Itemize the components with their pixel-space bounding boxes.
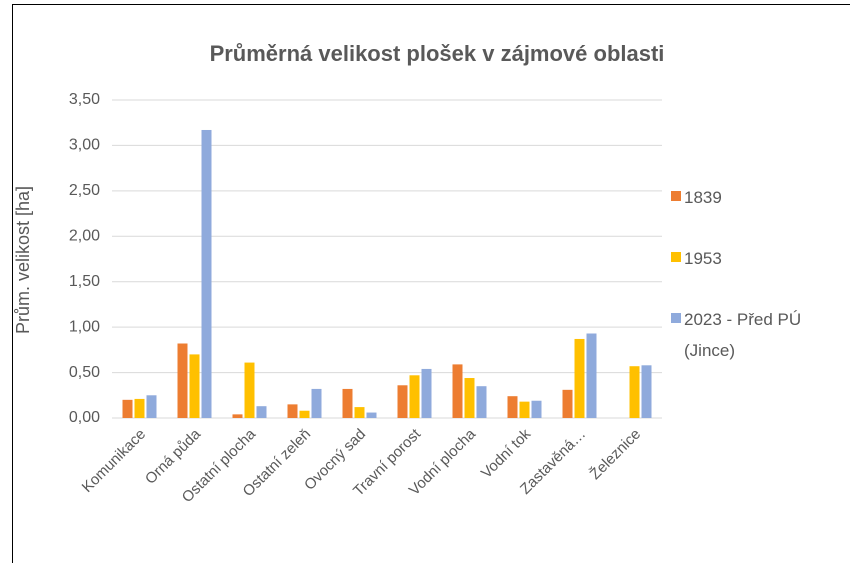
bar (122, 399, 133, 418)
y-tick-label: 1,50 (69, 273, 100, 290)
legend-label: 1953 (684, 249, 722, 268)
bar (189, 354, 200, 418)
legend-label: 1839 (684, 188, 722, 207)
y-tick-label: 0,50 (69, 364, 100, 381)
x-tick-label: Vodní tok (478, 425, 535, 482)
bar (311, 388, 322, 418)
legend-swatch (671, 191, 681, 201)
bar (256, 406, 267, 418)
bar (629, 366, 640, 418)
y-tick-label: 3,50 (69, 91, 100, 108)
y-tick-label: 2,50 (69, 182, 100, 199)
chart-title: Průměrná velikost plošek v zájmové oblas… (210, 41, 665, 66)
bar (421, 368, 432, 418)
bar (574, 338, 585, 418)
bar (519, 401, 530, 418)
legend-swatch (671, 252, 681, 262)
legend-label: 2023 - Před PÚ (Jince) (684, 310, 802, 360)
bar (177, 343, 188, 418)
bar (201, 129, 212, 419)
y-tick-label: 1,00 (69, 318, 100, 335)
bar (397, 385, 408, 418)
legend-swatch (671, 313, 681, 323)
y-tick-label: 0,00 (69, 409, 100, 426)
frame (12, 4, 850, 563)
bar (452, 364, 463, 418)
x-tick-label: Komunikace (79, 426, 149, 496)
bar (464, 378, 475, 418)
y-tick-label: 3,00 (69, 137, 100, 154)
bar (586, 333, 597, 418)
bar (354, 407, 365, 418)
bar (507, 396, 518, 418)
y-tick-label: 2,00 (69, 228, 100, 245)
bar (531, 400, 542, 418)
bar (134, 398, 145, 418)
bar (232, 414, 243, 418)
bar (641, 365, 652, 418)
bar (299, 410, 310, 418)
bar (146, 395, 157, 418)
bar (244, 362, 255, 418)
bar (287, 404, 298, 418)
bar (476, 386, 487, 418)
bar (366, 412, 377, 418)
bar (342, 388, 353, 418)
bar (562, 389, 573, 418)
y-axis-label: Prům. velikost [ha] (13, 186, 33, 334)
x-tick-label: Železnice (587, 426, 644, 483)
bar (409, 375, 420, 418)
